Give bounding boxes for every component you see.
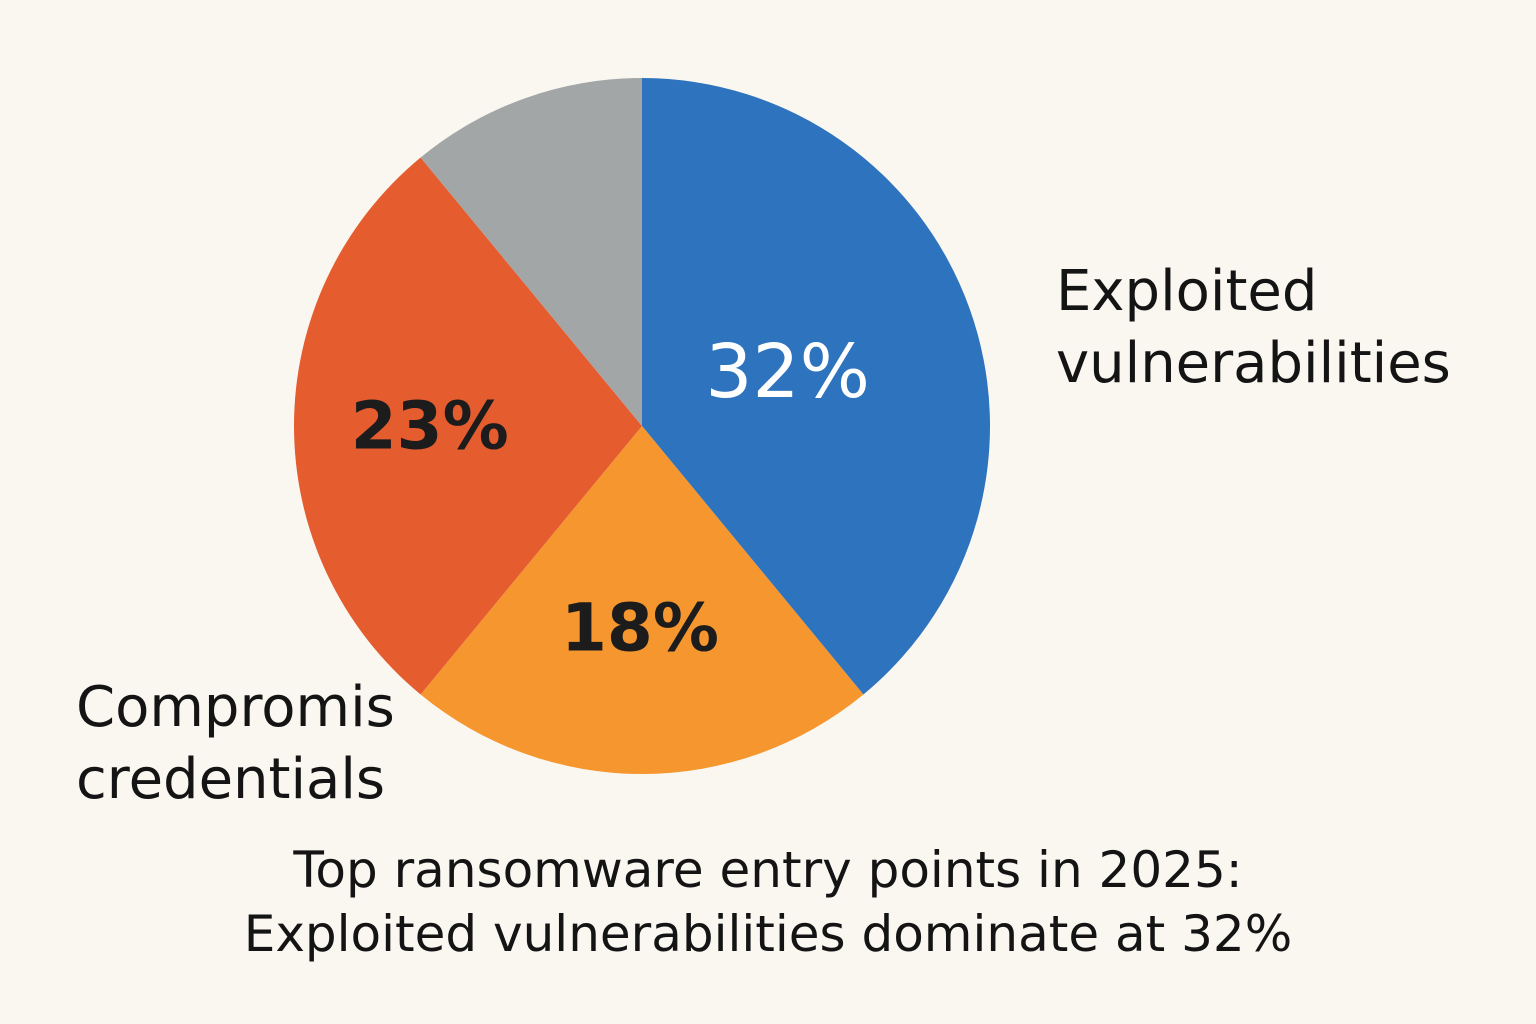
chart-title: Top ransomware entry points in 2025:	[293, 841, 1243, 899]
exploited-label-line-2: vulnerabilities	[1056, 331, 1451, 396]
pie-slice-value-label-2: 18%	[561, 589, 719, 666]
compromised-label-line-2: credentials	[76, 747, 386, 812]
pie-slice-2	[420, 426, 864, 774]
pie-slice-labels: 32% 18% 23%	[351, 329, 870, 666]
pie-slice-value-label-1: 32%	[705, 329, 869, 415]
pie-slice-1	[642, 78, 991, 695]
chart-subtitle: Exploited vulnerabilities dominate at 32…	[243, 905, 1293, 963]
pie-slice-4	[420, 78, 642, 426]
exploited-label-line-1: Exploited	[1056, 259, 1318, 324]
compromised-credentials-label: Compromis credentials	[76, 672, 395, 816]
pie-slice-value-label-3: 23%	[351, 388, 509, 465]
pie-slice-3	[294, 157, 642, 695]
exploited-vulnerabilities-label: Exploited vulnerabilities	[1056, 256, 1451, 400]
pie-slices	[294, 78, 991, 774]
compromised-label-line-1: Compromis	[76, 675, 395, 740]
chart-title-block: Top ransomware entry points in 2025: Exp…	[0, 838, 1536, 966]
